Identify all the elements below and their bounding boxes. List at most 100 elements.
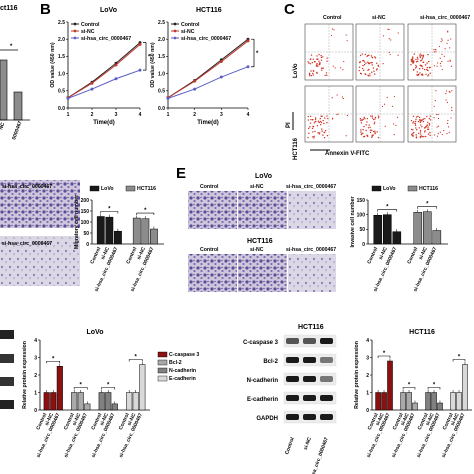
transwell-image-d1 xyxy=(0,180,80,228)
flow-dot-apoptotic xyxy=(381,105,384,108)
flow-dot xyxy=(419,131,422,133)
legend-label: Control xyxy=(81,22,100,28)
flow-dot xyxy=(359,61,361,64)
flow-dot xyxy=(323,136,326,139)
flow-dot-apoptotic xyxy=(433,117,435,119)
flow-dot xyxy=(311,127,314,130)
flow-dot xyxy=(411,56,414,58)
y-tick-label: 1 xyxy=(366,390,369,396)
flow-dot xyxy=(316,62,318,65)
flow-dot xyxy=(427,126,429,128)
panel-b-letter: B xyxy=(40,1,51,18)
legend-label: LoVo xyxy=(101,186,114,192)
flow-dot xyxy=(371,117,374,119)
flow-dot xyxy=(317,120,320,122)
bar xyxy=(141,218,150,245)
y-tick-label: 1.5 xyxy=(58,54,65,60)
sig-star: * xyxy=(426,202,429,208)
flow-dot-apoptotic xyxy=(433,49,435,51)
flow-dot-apoptotic xyxy=(396,116,399,118)
series-line-0 xyxy=(167,38,249,99)
flow-dot xyxy=(309,75,311,77)
y-tick-label: 0.5 xyxy=(58,89,65,95)
flow-dot xyxy=(429,131,431,134)
y-tick-label: 3 xyxy=(366,355,369,361)
flow-dot xyxy=(360,73,363,75)
flow-dot-apoptotic xyxy=(346,40,348,42)
flow-dot-apoptotic xyxy=(447,119,449,122)
x-tick-label: si-NC xyxy=(400,412,411,427)
bar xyxy=(425,392,431,411)
legend-label: E-cadherin xyxy=(169,376,196,382)
blot-band xyxy=(320,357,333,363)
flow-dot xyxy=(310,54,313,56)
flow-dot xyxy=(427,128,430,131)
y-tick-label: 0.0 xyxy=(58,106,65,112)
flow-dot xyxy=(419,120,421,122)
flow-dot xyxy=(327,117,329,120)
flow-dot xyxy=(367,75,370,77)
flow-dot-apoptotic xyxy=(346,114,348,117)
data-point xyxy=(246,39,250,43)
flow-dot xyxy=(410,64,412,66)
sig-star: * xyxy=(433,383,436,389)
flow-dot xyxy=(415,64,417,67)
sig-bracket xyxy=(417,206,438,209)
flow-dot xyxy=(412,135,414,137)
flow-dot xyxy=(322,67,324,69)
sig-star: * xyxy=(80,383,83,389)
flow-dot xyxy=(421,58,424,60)
flow-dot-apoptotic xyxy=(437,62,439,64)
bar xyxy=(450,392,456,411)
flow-dot-apoptotic xyxy=(382,62,384,65)
flow-dot xyxy=(422,61,425,63)
bar xyxy=(84,403,91,411)
flow-dot-apoptotic xyxy=(441,61,443,63)
y-tick-label: 2.0 xyxy=(58,37,65,43)
flow-dot xyxy=(429,115,432,117)
flow-dot xyxy=(414,120,417,123)
flow-dot xyxy=(314,120,316,123)
flow-row-label-hct116: HCT116 xyxy=(293,137,299,160)
flow-dot xyxy=(312,58,314,60)
flow-dot xyxy=(363,135,366,138)
flow-dot xyxy=(358,66,361,68)
bar xyxy=(412,402,418,411)
flow-dot xyxy=(411,58,413,61)
flow-dot-apoptotic xyxy=(449,47,451,49)
flow-dot xyxy=(312,74,315,76)
flow-dot xyxy=(369,129,372,131)
flow-dot-apoptotic xyxy=(395,124,397,126)
flow-dot xyxy=(321,128,323,130)
flow-dot xyxy=(374,73,376,75)
flow-dot xyxy=(368,124,370,126)
flow-dot xyxy=(323,122,325,125)
panel-b-lovo-title: LoVo xyxy=(100,7,117,14)
flow-dot xyxy=(371,61,373,64)
flow-dot xyxy=(410,128,413,131)
flow-dot xyxy=(422,74,424,76)
x-tick-label: Control xyxy=(406,246,419,265)
flow-dot xyxy=(371,115,374,117)
flow-dot xyxy=(428,74,430,76)
flow-dot-apoptotic xyxy=(341,96,343,98)
flow-col-label-control: Control xyxy=(323,15,342,21)
flow-dot-apoptotic xyxy=(433,134,436,136)
flow-dot xyxy=(370,55,373,57)
flow-dot-apoptotic xyxy=(340,67,342,69)
flow-dot xyxy=(415,66,418,68)
flow-dot-apoptotic xyxy=(439,57,441,59)
flow-dot-apoptotic xyxy=(433,105,435,107)
flow-dot xyxy=(316,124,319,127)
data-point xyxy=(66,96,70,100)
x-tick-label: si-NC xyxy=(100,246,111,261)
flow-dot-apoptotic xyxy=(440,41,442,43)
flow-dot xyxy=(369,126,371,129)
flow-dot xyxy=(321,130,323,132)
flow-dot xyxy=(374,130,376,132)
flow-dot xyxy=(412,134,414,136)
flow-dot-apoptotic xyxy=(345,135,347,137)
panel-a-bar-1 xyxy=(0,59,8,121)
flow-dot xyxy=(308,132,310,135)
